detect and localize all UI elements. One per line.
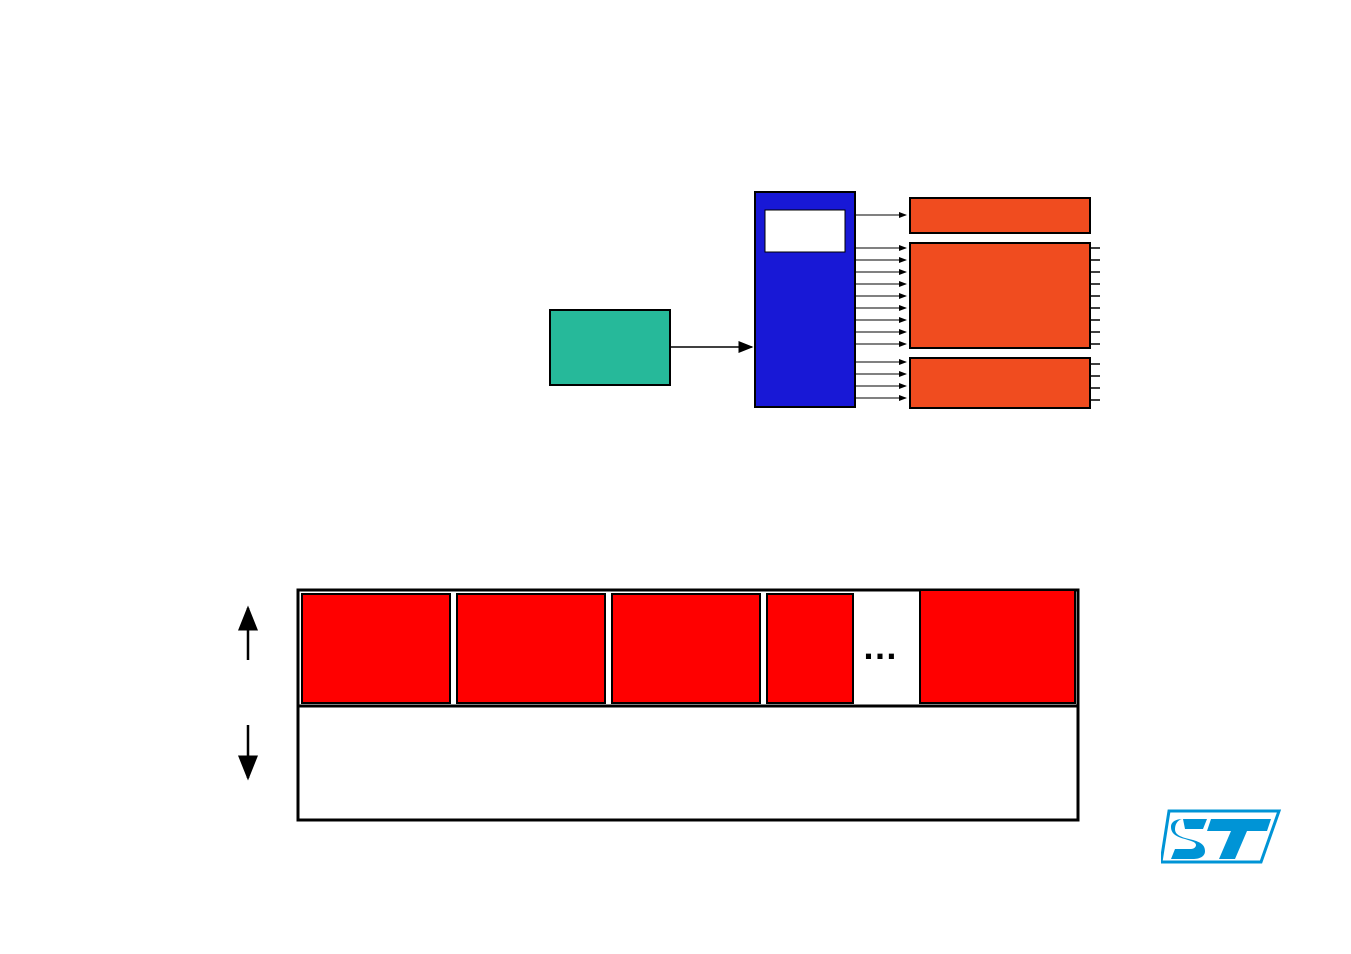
red-block-mid: [910, 243, 1090, 348]
green-block: [550, 310, 670, 385]
red-block-top: [910, 198, 1090, 233]
ellipsis-text: …: [862, 626, 902, 668]
st-logo: [1161, 799, 1291, 874]
cell-5: [920, 590, 1075, 703]
blue-inner-white: [765, 210, 845, 252]
diagram-svg: [0, 0, 1351, 954]
cell-1: [302, 594, 450, 703]
cell-2: [457, 594, 605, 703]
diagram-root: …: [0, 0, 1351, 954]
fan-arrows: [855, 215, 906, 398]
cell-3: [612, 594, 760, 703]
cell-4: [767, 594, 853, 703]
tick-marks: [1090, 248, 1100, 400]
red-block-bot: [910, 358, 1090, 408]
